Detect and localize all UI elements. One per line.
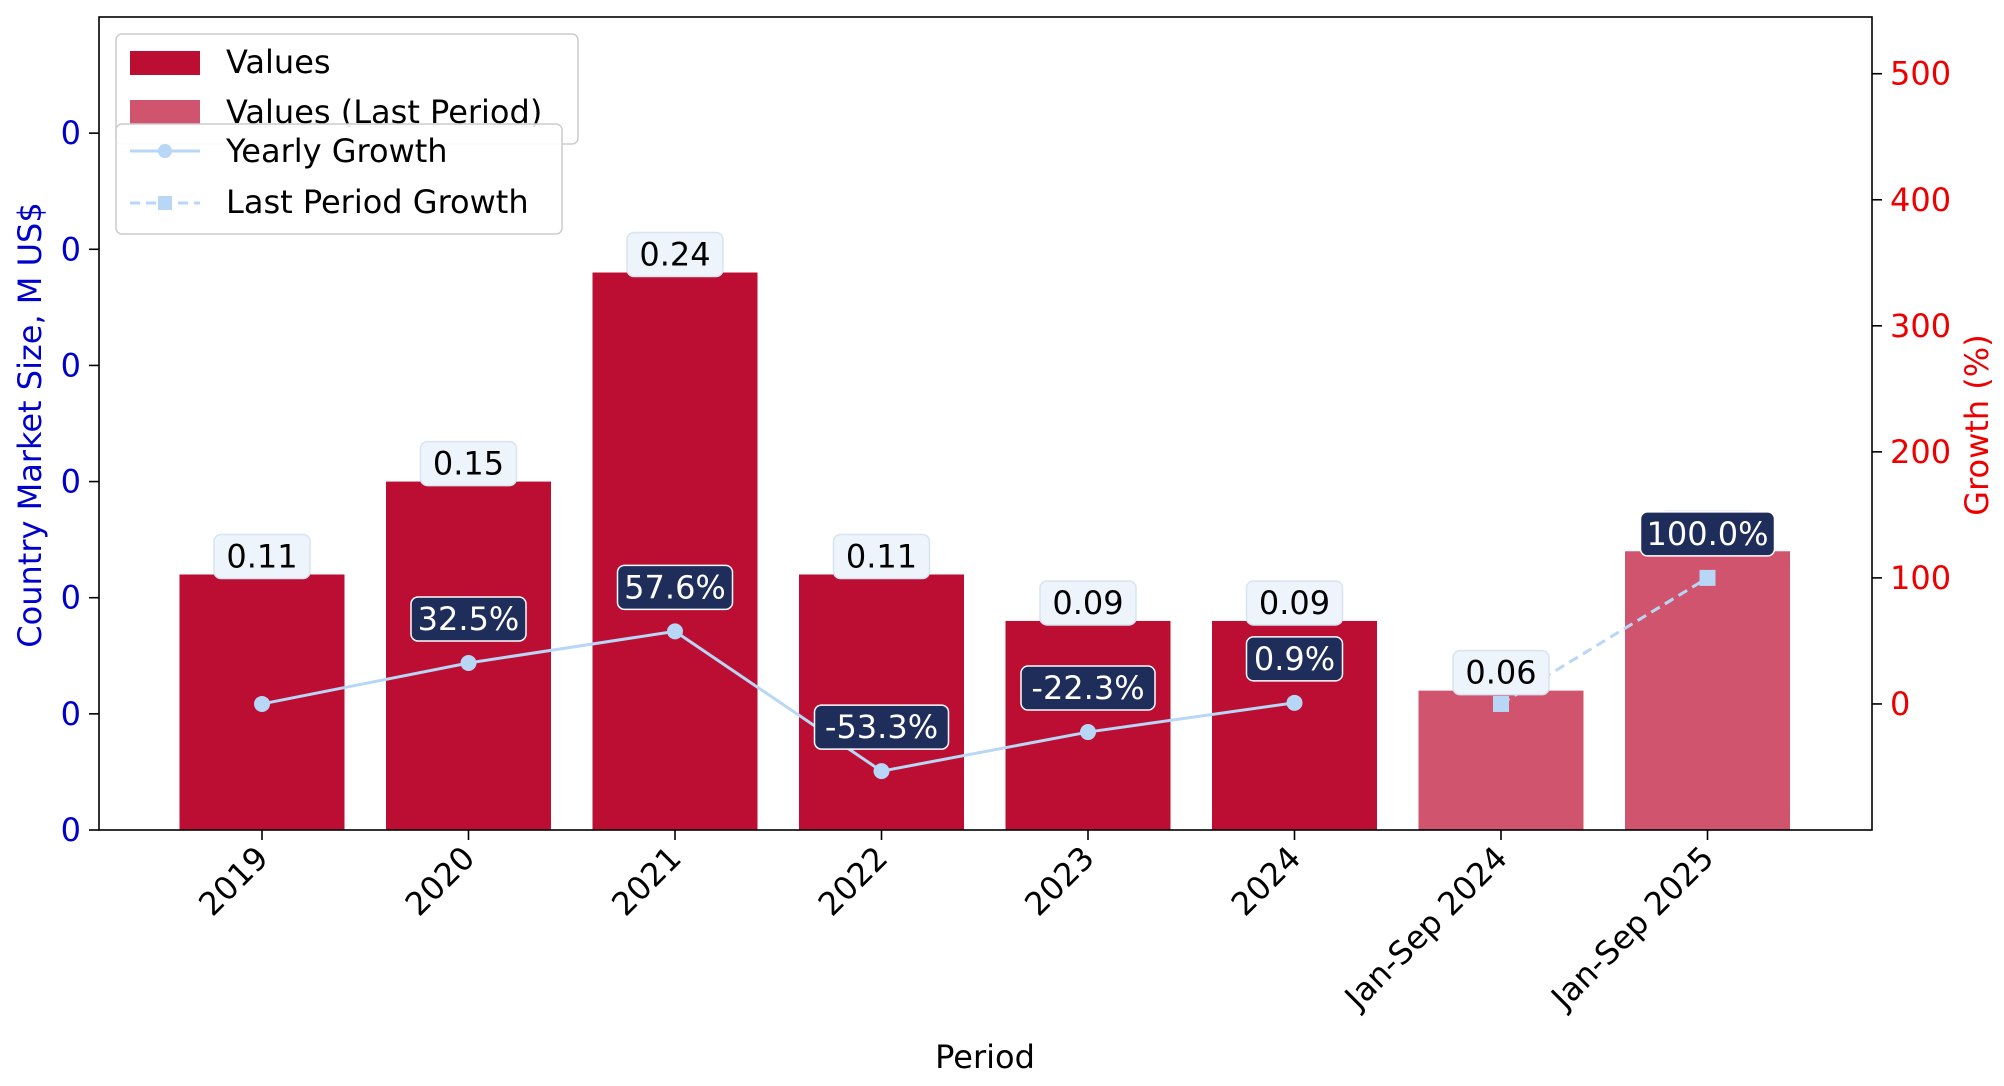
yearly-growth-line: [261, 629, 1295, 773]
x-tick-label-5: 2024: [1224, 839, 1308, 923]
yearly-growth-point-5: [1286, 694, 1303, 711]
y-right-tick-label-3: 300: [1890, 307, 1951, 345]
legend-lines-frame: [115, 123, 563, 235]
x-tick-label-7: Jan-Sep 2025: [1542, 839, 1721, 1018]
value-label-0-box: [213, 533, 311, 580]
y-axis-title-right: Growth (%): [1958, 334, 1996, 515]
value-label-2-text: 0.24: [639, 236, 710, 274]
yearly-growth-label-2: 57.6%: [616, 564, 734, 611]
x-axis-title: Period: [935, 1038, 1035, 1076]
yearly-growth-label-5-text: 0.9%: [1254, 640, 1335, 678]
y-axis-title-left: Country Market Size, M US$: [11, 202, 49, 647]
last-period-growth-point-1: [1699, 569, 1716, 586]
legend-bars: Values Values (Last Period): [115, 33, 579, 145]
yearly-growth-label-5: 0.9%: [1245, 636, 1344, 682]
y-left-tick-label-5: 0: [61, 230, 81, 268]
value-label-5-box: [1245, 580, 1344, 626]
legend-label-yearly-growth: Yearly Growth: [225, 132, 448, 170]
yearly-growth-label-3-box: [813, 704, 950, 750]
x-tick-label-3: 2022: [811, 839, 895, 923]
x-tick-label-6: Jan-Sep 2024: [1336, 839, 1515, 1018]
yearly-growth-point-1: [460, 654, 477, 671]
value-label-2-box: [626, 231, 724, 278]
yearly-growth-label-3-text: -53.3%: [825, 708, 938, 746]
value-label-1: 0.15: [419, 440, 518, 487]
value-label-3: 0.11: [832, 533, 931, 580]
last-period-growth-label-1-box: [1639, 511, 1776, 557]
y-left-tick-label-6: 0: [61, 114, 81, 152]
y-left-tick-label-4: 0: [61, 346, 81, 384]
yearly-growth-point-3: [873, 763, 890, 780]
value-label-4: 0.09: [1039, 580, 1137, 626]
y-right-tick-label-1: 100: [1890, 559, 1951, 597]
value-label-0: 0.11: [213, 533, 311, 580]
yearly-growth-label-4: -22.3%: [1020, 665, 1156, 711]
yearly-growth-label-4-text: -22.3%: [1031, 669, 1144, 707]
y-left-tick-label-3: 0: [61, 463, 81, 501]
legend-marker-yearly-growth: [158, 144, 172, 158]
x-tick-label-2: 2021: [604, 839, 688, 923]
value-label-1-box: [419, 440, 518, 487]
value-label-6: 0.06: [1452, 649, 1550, 696]
x-tick-label-0: 2019: [191, 839, 275, 923]
bars-layer: [179, 272, 1790, 830]
yearly-growth-label-2-text: 57.6%: [624, 568, 726, 606]
value-label-4-text: 0.09: [1052, 584, 1123, 622]
value-label-3-text: 0.11: [846, 537, 917, 575]
yearly-growth-label-1: 32.5%: [410, 596, 527, 642]
bar-last-period-6: [1418, 690, 1584, 830]
x-axis: 2019 2020 2021 2022 2023 2024 Jan-Sep 2024 Jan-…: [191, 830, 1721, 1018]
x-tick-label-1: 2020: [398, 839, 482, 923]
yearly-growth-label-1-text: 32.5%: [418, 600, 520, 638]
value-label-2: 0.24: [626, 231, 724, 278]
yearly-growth-point-4: [1080, 724, 1096, 741]
y-axis-left: 0 0 0 0 0 0 0: [61, 114, 99, 849]
bar-last-period-7: [1625, 551, 1790, 830]
y-right-tick-label-4: 400: [1890, 181, 1951, 219]
yearly-growth-label-5-box: [1245, 636, 1344, 682]
yearly-growth-label-1-box: [410, 596, 527, 642]
legend-swatch-values: [130, 51, 200, 75]
x-tick-label-4: 2023: [1017, 839, 1101, 923]
y-left-tick-label-2: 0: [61, 579, 81, 617]
y-right-tick-label-0: 0: [1890, 685, 1910, 723]
bar-3: [799, 574, 964, 830]
y-axis-right: 0 100 200 300 400 500: [1872, 55, 1951, 723]
y-right-tick-label-5: 500: [1890, 55, 1951, 93]
value-label-3-box: [832, 533, 931, 580]
yearly-growth-point-0: [254, 695, 270, 712]
legend-label-values: Values: [226, 43, 331, 81]
value-label-1-text: 0.15: [433, 445, 504, 483]
yearly-growth-label-4-box: [1020, 665, 1156, 711]
yearly-growth-point-2: [667, 623, 683, 640]
bar-2: [592, 272, 758, 830]
legend-marker-last-period-growth: [158, 196, 172, 210]
y-left-tick-label-0: 0: [61, 811, 81, 849]
value-label-6-text: 0.06: [1465, 654, 1536, 692]
legend-label-last-period-growth: Last Period Growth: [226, 183, 529, 221]
value-label-5-text: 0.09: [1259, 584, 1330, 622]
last-period-growth-label-1: 100.0%: [1639, 511, 1776, 557]
value-label-5: 0.09: [1245, 580, 1344, 626]
y-right-tick-label-2: 200: [1890, 433, 1951, 471]
legend-lines: Yearly Growth Last Period Growth: [115, 123, 563, 235]
value-label-0-text: 0.11: [226, 537, 297, 575]
y-left-tick-label-1: 0: [61, 695, 81, 733]
plot-frame: [98, 16, 1873, 831]
legend-swatch-values-last-period: [130, 100, 200, 124]
last-period-growth-point-0: [1493, 695, 1509, 712]
yearly-growth-label-3: -53.3%: [813, 704, 950, 750]
yearly-growth-label-2-box: [616, 564, 734, 611]
growth-labels-layer: 32.5% 57.6% -53.3% -22.3% 0.9% 100.0%: [410, 511, 1776, 750]
value-label-4-box: [1039, 580, 1137, 626]
value-label-6-box: [1452, 649, 1550, 696]
last-period-growth-label-1-text: 100.0%: [1646, 515, 1768, 553]
